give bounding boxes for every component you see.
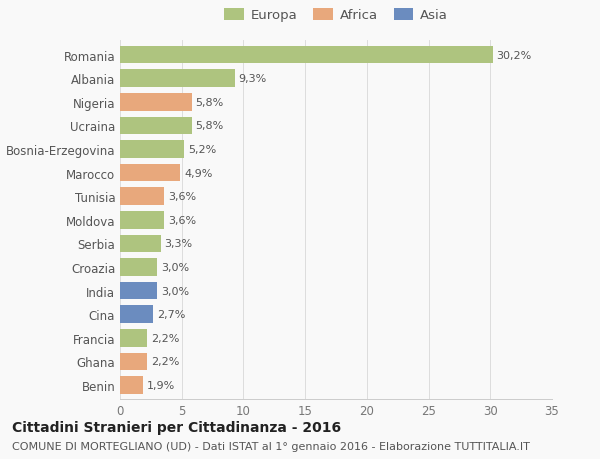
Bar	[120, 235, 161, 253]
Text: 1,9%: 1,9%	[147, 380, 175, 390]
Text: Cittadini Stranieri per Cittadinanza - 2016: Cittadini Stranieri per Cittadinanza - 2…	[12, 420, 341, 434]
Bar	[120, 94, 191, 112]
Text: 9,3%: 9,3%	[238, 74, 267, 84]
Bar	[120, 164, 181, 182]
Bar	[120, 117, 191, 135]
Text: COMUNE DI MORTEGLIANO (UD) - Dati ISTAT al 1° gennaio 2016 - Elaborazione TUTTIT: COMUNE DI MORTEGLIANO (UD) - Dati ISTAT …	[12, 441, 530, 451]
Text: 4,9%: 4,9%	[184, 168, 212, 178]
Bar	[120, 306, 154, 324]
Legend: Europa, Africa, Asia: Europa, Africa, Asia	[219, 4, 453, 28]
Text: 3,0%: 3,0%	[161, 263, 189, 273]
Bar	[120, 376, 143, 394]
Text: 2,7%: 2,7%	[157, 309, 185, 319]
Text: 3,6%: 3,6%	[168, 192, 196, 202]
Text: 2,2%: 2,2%	[151, 357, 179, 367]
Bar	[120, 212, 164, 229]
Bar	[120, 258, 157, 276]
Bar	[120, 329, 147, 347]
Bar	[120, 141, 184, 158]
Text: 3,6%: 3,6%	[168, 215, 196, 225]
Text: 30,2%: 30,2%	[496, 50, 532, 61]
Text: 3,0%: 3,0%	[161, 286, 189, 296]
Bar	[120, 70, 235, 88]
Bar	[120, 353, 147, 370]
Text: 5,2%: 5,2%	[188, 145, 216, 155]
Bar	[120, 282, 157, 300]
Text: 3,3%: 3,3%	[164, 239, 193, 249]
Text: 5,8%: 5,8%	[195, 98, 224, 107]
Text: 5,8%: 5,8%	[195, 121, 224, 131]
Bar	[120, 188, 164, 206]
Bar	[120, 47, 493, 64]
Text: 2,2%: 2,2%	[151, 333, 179, 343]
